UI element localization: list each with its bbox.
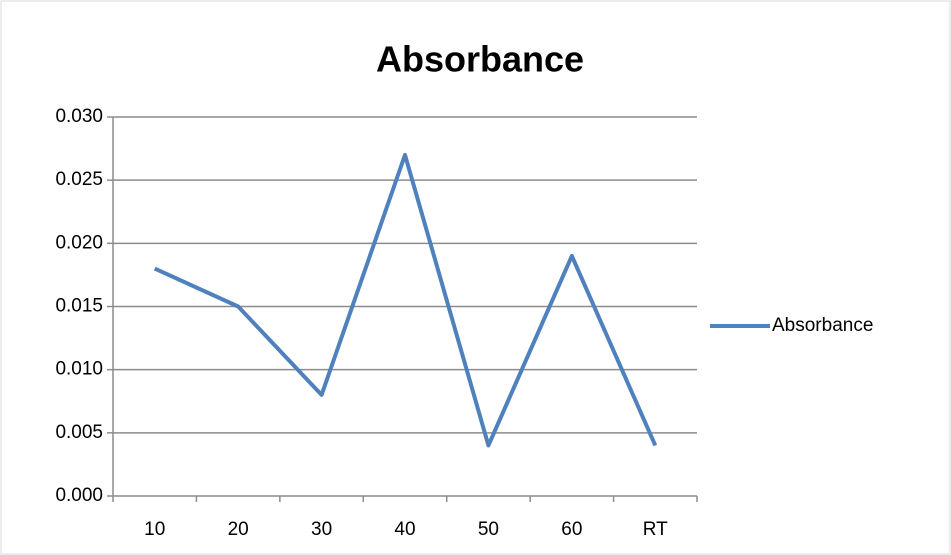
x-tick-label: RT: [643, 519, 668, 540]
x-tick-label: 30: [311, 519, 332, 540]
x-tick-label: 40: [394, 519, 415, 540]
chart-title: Absorbance: [376, 39, 584, 80]
x-tick-label: 20: [228, 519, 249, 540]
x-tick-label: 10: [144, 519, 165, 540]
x-tick-label: 60: [561, 519, 582, 540]
y-tick-label: 0.005: [55, 422, 103, 443]
y-tick-label: 0.020: [55, 232, 103, 253]
legend-label: Absorbance: [772, 315, 873, 336]
y-tick-label: 0.030: [55, 106, 103, 127]
y-tick-label: 0.000: [55, 485, 103, 506]
x-tick-label: 50: [478, 519, 499, 540]
y-tick-label: 0.025: [55, 169, 103, 190]
y-tick-label: 0.015: [55, 296, 103, 317]
y-tick-label: 0.010: [55, 359, 103, 380]
chart: Absorbance 0.000 0.005 0.010 0.015 0.020 0.02…: [0, 0, 951, 555]
chart-frame: [1, 1, 950, 554]
